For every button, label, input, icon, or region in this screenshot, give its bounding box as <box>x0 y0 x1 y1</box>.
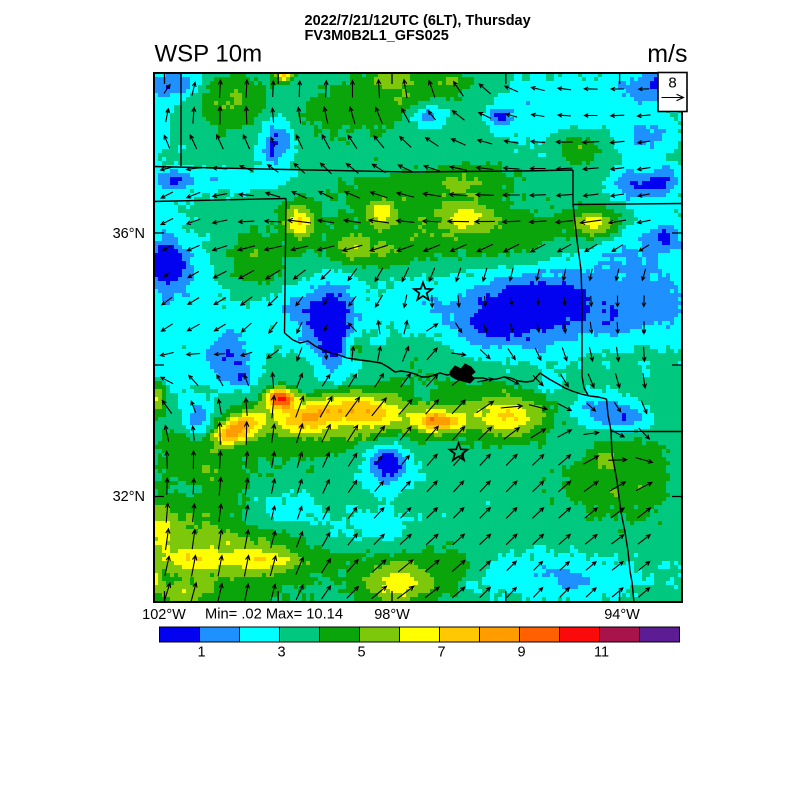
svg-text:m/s: m/s <box>647 40 687 68</box>
svg-text:98°W: 98°W <box>374 607 410 623</box>
svg-text:8: 8 <box>668 75 676 92</box>
svg-text:11: 11 <box>594 645 609 661</box>
svg-text:WSP 10m: WSP 10m <box>155 40 263 67</box>
svg-text:9: 9 <box>517 645 525 661</box>
svg-text:102°W: 102°W <box>142 607 186 623</box>
svg-text:5: 5 <box>357 645 365 661</box>
svg-text:7: 7 <box>437 645 445 661</box>
svg-text:2022/7/21/12UTC (6LT), Thursda: 2022/7/21/12UTC (6LT), Thursday <box>305 13 531 29</box>
svg-text:FV3M0B2L1_GFS025: FV3M0B2L1_GFS025 <box>305 28 449 44</box>
svg-text:36°N: 36°N <box>113 226 145 242</box>
svg-text:1: 1 <box>197 645 205 661</box>
svg-text:Min= .02 Max= 10.14: Min= .02 Max= 10.14 <box>205 607 343 623</box>
svg-text:94°W: 94°W <box>604 607 640 623</box>
svg-text:3: 3 <box>277 645 285 661</box>
svg-text:32°N: 32°N <box>113 489 145 505</box>
